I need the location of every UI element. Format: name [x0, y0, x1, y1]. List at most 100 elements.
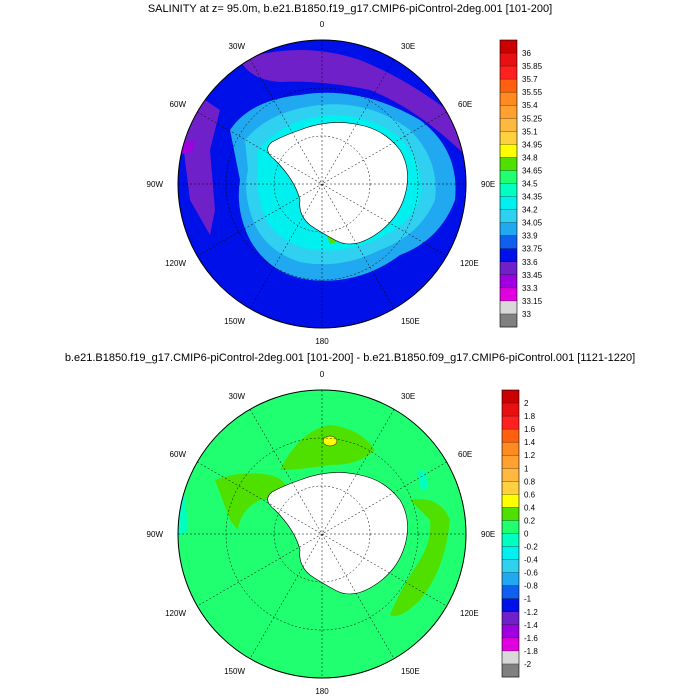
colorbar-swatch: [502, 559, 519, 573]
colorbar-label: 35.1: [522, 127, 538, 136]
panel1-map: [178, 40, 466, 328]
colorbar-label: -0.4: [524, 556, 538, 565]
panel2-lon-30e: 30E: [401, 392, 415, 401]
colorbar-label: 33.6: [522, 258, 538, 267]
panel1-map-border: [177, 39, 467, 329]
colorbar-swatch: [502, 624, 519, 639]
colorbar-swatch: [502, 546, 519, 560]
panel2-green-shelf-west: [215, 473, 290, 530]
colorbar-swatch: [502, 520, 519, 534]
panel2-graticule: [178, 390, 466, 678]
colorbar-label: 1.4: [524, 438, 536, 447]
colorbar-swatch: [500, 248, 517, 263]
colorbar-label: -1.6: [524, 634, 538, 643]
panel2-lon-120w: 120W: [165, 609, 186, 618]
colorbar-swatch: [502, 507, 519, 521]
panel1-lon-120w: 120W: [165, 259, 186, 268]
colorbar-label: 33.45: [522, 271, 543, 280]
colorbar-label: 0.8: [524, 477, 536, 486]
colorbar-label: 34.5: [522, 180, 538, 189]
colorbar-label: 1.2: [524, 451, 536, 460]
panel1-lon-labels: 0 30E 60E 90E 120E 150E 180 150W 120W 90…: [147, 20, 496, 346]
colorbar-label: 1.6: [524, 425, 536, 434]
colorbar-swatch: [500, 287, 517, 302]
colorbar-label: 34.8: [522, 153, 538, 162]
panel2-lon-labels: 0 30E 60E 90E 120E 150E 180 150W 120W 90…: [147, 370, 496, 696]
colorbar-swatch: [500, 274, 517, 289]
colorbar-swatch: [500, 105, 517, 119]
colorbar-swatch: [502, 572, 519, 586]
panel2-lon-180: 180: [315, 687, 329, 696]
panel2-green-strip-east: [390, 499, 450, 616]
colorbar-swatch: [502, 598, 519, 613]
panel1-lon-120e: 120E: [460, 259, 479, 268]
colorbar-label: -2: [524, 660, 532, 669]
panel2-lon-90w: 90W: [147, 530, 164, 539]
panel1-lon-150e: 150E: [401, 317, 420, 326]
colorbar-label: -0.6: [524, 569, 538, 578]
colorbar-swatch: [502, 455, 519, 469]
panel1-lon-90e: 90E: [481, 180, 495, 189]
colorbar-label: -0.2: [524, 543, 538, 552]
panel1-lon-150w: 150W: [224, 317, 245, 326]
panel2-cyan-patch-west: [178, 495, 188, 540]
panel2-green-shelf-north: [280, 425, 375, 470]
colorbar-label: 33.75: [522, 245, 543, 254]
colorbar-swatch: [500, 131, 517, 145]
colorbar-label: 35.55: [522, 88, 543, 97]
colorbar-swatch: [500, 209, 517, 223]
colorbar-label: -1.2: [524, 608, 538, 617]
colorbar-label: -0.8: [524, 582, 538, 591]
colorbar-label: -1: [524, 595, 532, 604]
colorbar-swatch: [502, 429, 519, 443]
panel1-purple-band-north: [240, 50, 466, 160]
colorbar-label: 35.85: [522, 62, 543, 71]
panel1-graticule: [178, 40, 466, 328]
colorbar-label: 33.3: [522, 284, 538, 293]
panel2-cyan-patch-east: [418, 470, 428, 490]
colorbar-swatch: [500, 170, 517, 184]
colorbar-swatch: [500, 196, 517, 210]
panel1-purple-band-west: [180, 100, 220, 235]
colorbar-swatch: [502, 468, 519, 482]
colorbar-swatch: [502, 442, 519, 456]
colorbar-swatch: [500, 118, 517, 132]
panel2-yellow-patch: [322, 435, 338, 447]
colorbar-label: 1: [524, 464, 529, 473]
panel2-antarctica: [267, 472, 408, 595]
colorbar-label: 0: [524, 530, 529, 539]
colorbar-label: 33.15: [522, 297, 543, 306]
colorbar-swatch: [500, 144, 517, 158]
colorbar-label: -1.8: [524, 647, 538, 656]
colorbar-swatch: [500, 40, 517, 54]
colorbar-swatch: [502, 611, 519, 626]
colorbar-label: 0.2: [524, 516, 536, 525]
colorbar-label: 35.7: [522, 75, 538, 84]
colorbar-label: 34.35: [522, 193, 543, 202]
panel2-lon-150e: 150E: [401, 667, 420, 676]
panel1-lon-90w: 90W: [147, 180, 164, 189]
panel2-colorbar: 2 1.8 1.6 1.4 1.2 1 0.8 0.6 0.4 0.2 0 -0.2 -0.4 -0.6 -…: [501, 389, 538, 678]
colorbar-swatch: [500, 222, 517, 236]
colorbar-swatch: [500, 183, 517, 197]
colorbar-label: 33.9: [522, 232, 538, 241]
panel1-lon-60w: 60W: [170, 100, 187, 109]
colorbar-label: 34.2: [522, 206, 538, 215]
colorbar-swatch: [500, 92, 517, 106]
panel1-antarctica: [267, 122, 408, 245]
colorbar-label: 1.8: [524, 412, 536, 421]
colorbar-swatch: [500, 261, 517, 276]
colorbar-swatch: [502, 585, 519, 600]
colorbar-swatch: [502, 481, 519, 495]
colorbar-label: 35.25: [522, 114, 543, 123]
panel2-map: [178, 390, 466, 678]
colorbar-label: -1.4: [524, 621, 538, 630]
colorbar-swatch: [502, 403, 519, 417]
panel1-lon-60e: 60E: [458, 100, 472, 109]
colorbar-swatch: [500, 235, 517, 250]
colorbar-swatch: [500, 300, 517, 315]
panel2-map-border: [177, 389, 467, 679]
colorbar-swatch: [502, 494, 519, 508]
panel2-lon-0: 0: [320, 370, 325, 379]
